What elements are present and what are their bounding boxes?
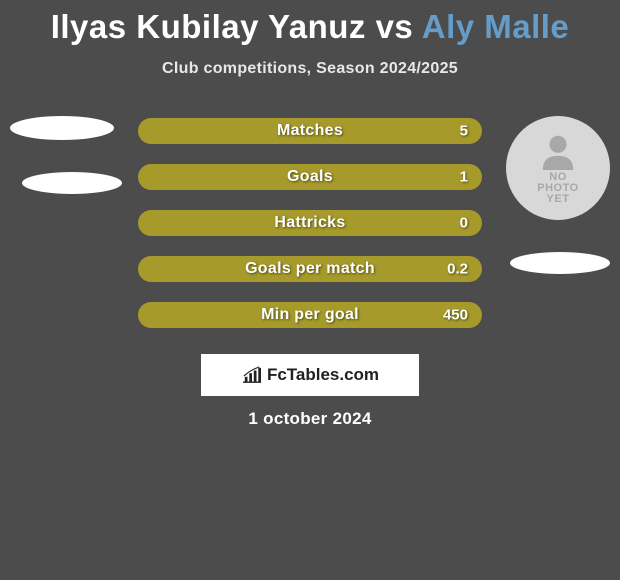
subtitle: Club competitions, Season 2024/2025 xyxy=(0,60,620,78)
left-column xyxy=(10,116,122,194)
comparison-panel: NO PHOTO YET Matches 5 Goals 1 Hattricks… xyxy=(0,116,620,356)
stat-label: Min per goal xyxy=(261,306,359,324)
left-ellipse-1 xyxy=(10,116,114,140)
stat-value: 1 xyxy=(460,169,468,186)
no-photo-label-2: PHOTO xyxy=(537,183,578,194)
fctables-logo[interactable]: FcTables.com xyxy=(201,354,419,396)
bar-chart-icon xyxy=(241,366,263,384)
page-title: Ilyas Kubilay Yanuz vs Aly Malle xyxy=(0,0,620,46)
stat-bar-gpm: Goals per match 0.2 xyxy=(138,256,482,282)
right-ellipse-2 xyxy=(510,252,610,274)
left-ellipse-2 xyxy=(22,172,122,194)
no-photo-label-1: NO xyxy=(549,172,567,183)
stat-value: 0.2 xyxy=(447,261,468,278)
player1-name: Ilyas Kubilay Yanuz xyxy=(51,8,366,45)
stat-label: Hattricks xyxy=(274,214,345,232)
logo-text: FcTables.com xyxy=(267,365,379,385)
player2-name: Aly Malle xyxy=(422,8,570,45)
vs-text: vs xyxy=(376,8,414,45)
stat-bar-hattricks: Hattricks 0 xyxy=(138,210,482,236)
stat-label: Goals per match xyxy=(245,260,375,278)
stat-value: 5 xyxy=(460,123,468,140)
no-photo-placeholder: NO PHOTO YET xyxy=(506,116,610,220)
stat-value: 450 xyxy=(443,307,468,324)
stat-bar-mpg: Min per goal 450 xyxy=(138,302,482,328)
no-photo-label-3: YET xyxy=(547,194,570,205)
date-text: 1 october 2024 xyxy=(0,409,620,429)
stat-label: Matches xyxy=(277,122,343,140)
stat-value: 0 xyxy=(460,215,468,232)
person-icon xyxy=(539,132,577,170)
right-column: NO PHOTO YET xyxy=(506,116,610,274)
stat-bars: Matches 5 Goals 1 Hattricks 0 Goals per … xyxy=(138,118,482,348)
stat-bar-matches: Matches 5 xyxy=(138,118,482,144)
stat-label: Goals xyxy=(287,168,333,186)
stat-bar-goals: Goals 1 xyxy=(138,164,482,190)
